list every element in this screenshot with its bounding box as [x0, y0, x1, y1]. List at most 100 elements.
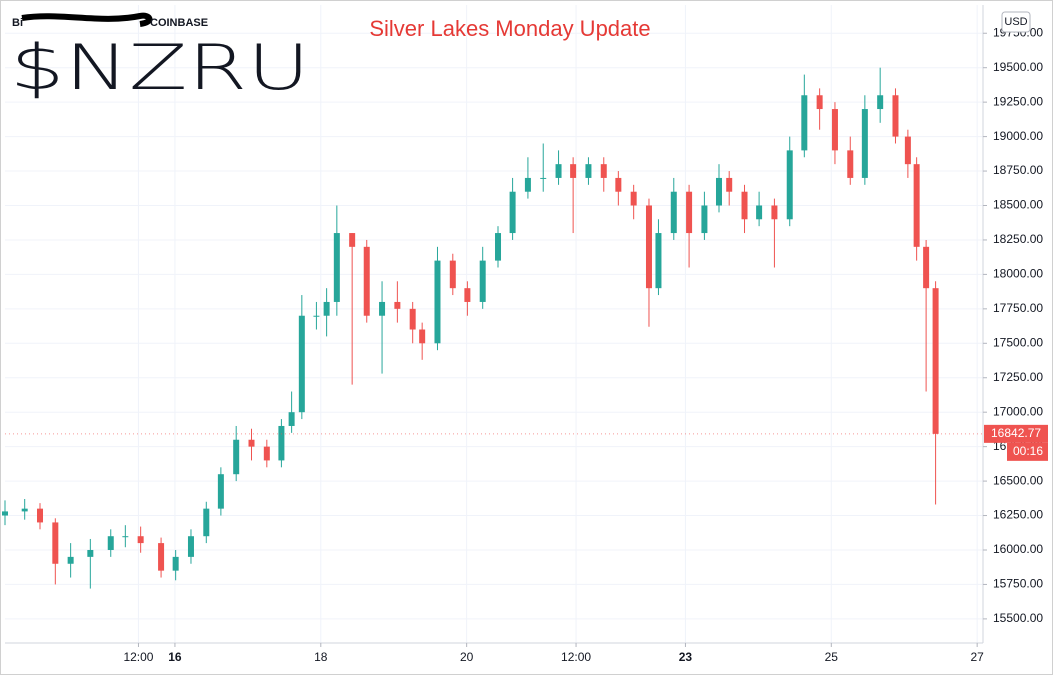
- candle-body: [313, 315, 320, 317]
- candle-body: [37, 508, 44, 523]
- candle-body: [288, 412, 295, 426]
- candle-body: [932, 288, 939, 434]
- candle-body: [52, 522, 59, 564]
- candle-body: [323, 301, 330, 316]
- y-tick-label: 19250.00: [993, 94, 1043, 108]
- y-tick-label: 16500.00: [993, 473, 1043, 487]
- candle-body: [122, 536, 129, 538]
- exchange-label: COINBASE: [150, 17, 208, 29]
- y-tick-label: 18250.00: [993, 232, 1043, 246]
- candle-body: [67, 556, 74, 564]
- symbol-text: Bi: [12, 17, 23, 29]
- countdown-box: [1007, 442, 1048, 461]
- candle-body: [509, 191, 516, 234]
- y-tick-label: 17750.00: [993, 301, 1043, 315]
- countdown-label: 00:16: [1013, 444, 1043, 458]
- x-tick-label: 16: [168, 650, 182, 664]
- candle-body: [600, 164, 607, 178]
- candle-body: [645, 205, 652, 289]
- chart-title: Silver Lakes Monday Update: [369, 16, 650, 41]
- candle-body: [686, 191, 693, 234]
- candle-body: [158, 543, 165, 571]
- candle-body: [756, 205, 763, 220]
- y-tick-label: 18500.00: [993, 198, 1043, 212]
- candle-body: [904, 136, 911, 165]
- candle-body: [877, 95, 884, 110]
- candles: [2, 67, 939, 589]
- candle-body: [137, 536, 144, 544]
- axes: 15500.00 15750.00 16000.00 16250.00 16500.00…: [5, 25, 1048, 664]
- x-tick-label: 25: [825, 650, 839, 664]
- candle-body: [861, 109, 868, 178]
- y-tick-label: 16000.00: [993, 542, 1043, 556]
- y-tick-label: 19000.00: [993, 129, 1043, 143]
- candle-body: [363, 246, 370, 316]
- candle-body: [298, 315, 305, 413]
- candle-body: [87, 549, 94, 557]
- candle-body: [786, 150, 793, 220]
- currency-label: USD: [1004, 16, 1027, 28]
- handwritten-label: $NZRU: [10, 31, 310, 104]
- candle-body: [524, 177, 531, 192]
- candle-body: [203, 508, 210, 537]
- x-tick-label: 27: [970, 650, 984, 664]
- candle-body: [449, 260, 456, 289]
- y-tick-label: 17000.00: [993, 404, 1043, 418]
- candle-body: [630, 191, 637, 206]
- candle-body: [248, 439, 255, 447]
- candle-body: [655, 233, 662, 289]
- candle-body: [187, 536, 194, 557]
- candle-body: [913, 164, 920, 247]
- candle-body: [409, 308, 416, 330]
- candle-body: [263, 446, 270, 461]
- candle-body: [831, 109, 838, 151]
- candle-body: [233, 439, 240, 475]
- candle-body: [670, 191, 677, 234]
- candle-body: [379, 301, 386, 316]
- candle-body: [217, 474, 224, 509]
- candle-body: [570, 164, 577, 178]
- candle-body: [495, 233, 502, 261]
- candle-body: [701, 205, 708, 234]
- candle-body: [585, 164, 592, 178]
- x-tick-label: 12:00: [561, 650, 591, 664]
- x-tick-label: 12:00: [123, 650, 153, 664]
- x-tick-label: 20: [460, 650, 474, 664]
- currency-box: [1001, 11, 1031, 33]
- candle-body: [107, 536, 114, 550]
- candle-body: [464, 288, 471, 302]
- candle-body: [278, 425, 285, 461]
- last-price-box: [984, 424, 1048, 443]
- candle-body: [715, 177, 722, 206]
- candle-body: [172, 556, 179, 571]
- candle-body: [419, 329, 426, 344]
- y-tick-label: 18750.00: [993, 163, 1043, 177]
- candle-body: [333, 233, 340, 302]
- y-tick-label: 15750.00: [993, 577, 1043, 591]
- candle-body: [923, 246, 930, 289]
- y-tick-label: 18000.00: [993, 267, 1043, 281]
- x-tick-label: 23: [679, 650, 693, 664]
- candle-body: [2, 511, 8, 516]
- y-tick-label: 19500.00: [993, 60, 1043, 74]
- candle-body: [434, 260, 441, 344]
- candle-body: [349, 233, 356, 247]
- y-tick-label: 15500.00: [993, 611, 1043, 625]
- candle-body: [741, 191, 748, 220]
- candle-body: [816, 95, 823, 110]
- y-tick-label: 17500.00: [993, 335, 1043, 349]
- scribble: [21, 12, 153, 27]
- candle-body: [540, 177, 547, 179]
- grid: [5, 5, 983, 643]
- y-tick-label: 17250.00: [993, 370, 1043, 384]
- x-tick-label: 18: [314, 650, 328, 664]
- candle-body: [479, 260, 486, 302]
- candle-body: [21, 508, 28, 512]
- candle-body: [801, 95, 808, 151]
- candle-body: [771, 205, 778, 220]
- y-tick-label: 16250.00: [993, 508, 1043, 522]
- candle-body: [394, 301, 401, 309]
- candle-body: [892, 95, 899, 137]
